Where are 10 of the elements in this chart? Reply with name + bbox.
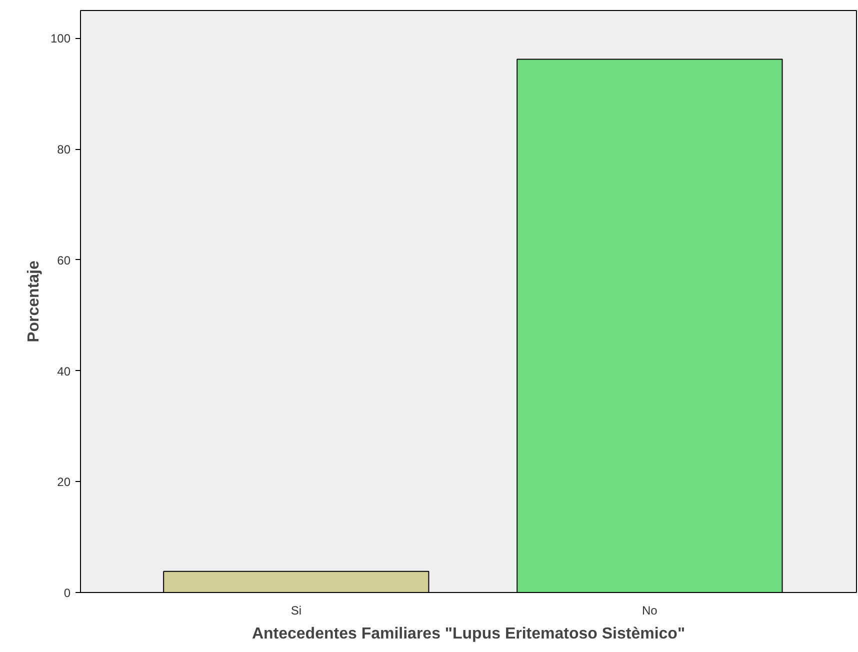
y-tick-label: 60: [57, 253, 71, 268]
y-tick-label: 20: [57, 475, 71, 490]
y-tick-label: 100: [50, 32, 71, 46]
y-axis-title: Porcentaje: [25, 260, 42, 342]
x-tick-label: Si: [290, 604, 302, 618]
x-tick-label: No: [642, 604, 658, 618]
y-tick-label: 40: [57, 364, 71, 378]
y-tick-label: 80: [57, 142, 71, 157]
x-axis-title: Antecedentes Familiares "Lupus Eritematoso Sistèmico": [252, 626, 686, 642]
y-tick-label: 0: [64, 586, 71, 600]
